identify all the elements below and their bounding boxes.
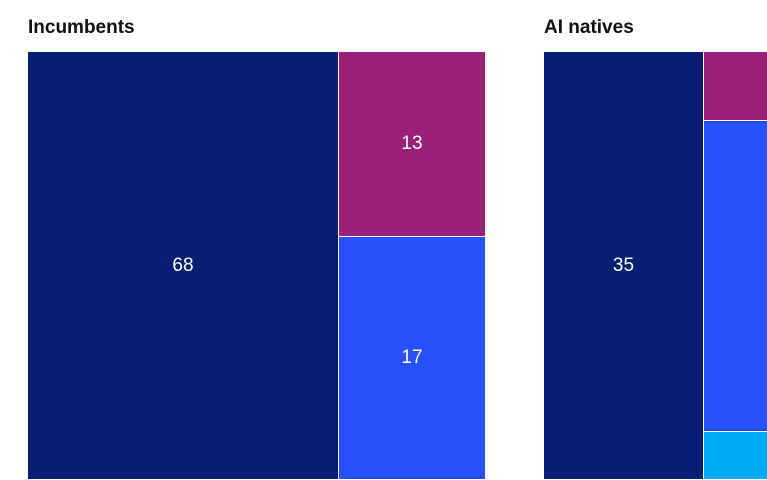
ai-natives-treemap: 35 <box>544 52 767 480</box>
incumbents-treemap: 68 13 17 <box>28 52 486 480</box>
incumbents-cell-2-label: 13 <box>401 133 423 154</box>
incumbents-cell-1: 68 <box>28 52 339 480</box>
incumbents-cell-1-label: 68 <box>172 254 194 276</box>
ai-natives-cell-1-label: 35 <box>612 254 635 276</box>
incumbents-cell-3: 17 <box>339 237 486 480</box>
incumbents-cell-2: 13 <box>339 52 486 237</box>
ai-natives-title: AI natives <box>544 17 634 38</box>
incumbents-title: Incumbents <box>28 17 135 38</box>
ai-natives-cell-2 <box>704 52 767 121</box>
ai-natives-cell-1: 35 <box>544 52 704 480</box>
ai-natives-cell-4 <box>704 432 767 480</box>
incumbents-cell-3-label: 17 <box>401 347 423 368</box>
ai-natives-cell-3 <box>704 121 767 432</box>
